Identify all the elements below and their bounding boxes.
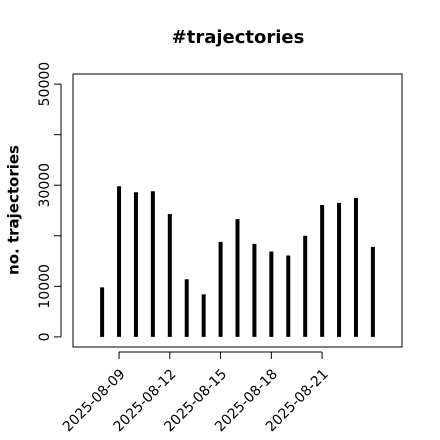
y-axis-label: no. trajectories <box>5 145 23 275</box>
y-tick-label: 50000 <box>37 62 53 107</box>
y-tick-label: 30000 <box>37 163 53 208</box>
y-tick-label: 0 <box>37 332 53 341</box>
chart-title: #trajectories <box>172 27 305 48</box>
y-tick-label: 10000 <box>37 264 53 309</box>
plot-box <box>72 73 403 348</box>
